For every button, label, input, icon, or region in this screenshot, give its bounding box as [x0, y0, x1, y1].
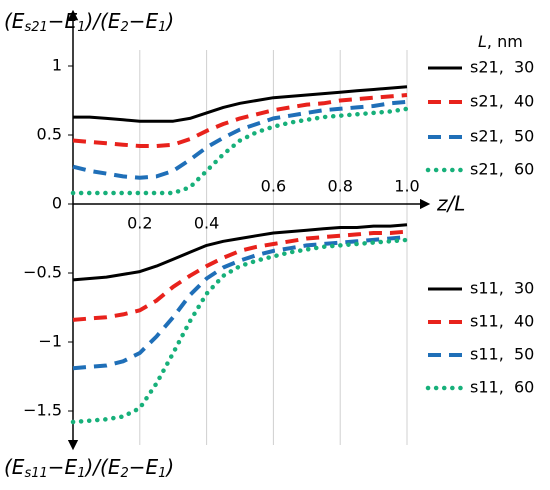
series-line: [73, 85, 408, 123]
x-tick-label: 0.2: [127, 214, 152, 233]
series-line: [70, 106, 410, 196]
series-line: [72, 223, 408, 282]
label-part: ): [164, 9, 174, 33]
label-part: −E: [48, 9, 78, 33]
legend-label: s11, 40: [470, 312, 534, 331]
x-tick-label: 1.0: [394, 177, 419, 196]
legend-label: s11, 60: [470, 378, 534, 397]
legend-label: s21, 30: [470, 58, 534, 77]
label-subscript: 1: [158, 20, 166, 35]
y-tick-label: −1.5: [23, 401, 62, 420]
legend-title-unit: , nm: [487, 32, 523, 51]
label-subscript: 1: [77, 20, 85, 35]
x-tick-label: 0.8: [327, 177, 352, 196]
legend-label: s11, 30: [470, 279, 534, 298]
label-part: (E: [4, 455, 25, 479]
label-part: )/(E: [83, 455, 120, 479]
legend-label: s21, 50: [470, 127, 534, 146]
x-tick-label: 0.6: [261, 177, 286, 196]
y-tick-label: −1: [38, 332, 62, 351]
label-part: (E: [4, 9, 25, 33]
label-subscript: 1: [158, 466, 166, 481]
x-tick-label: 0.4: [194, 214, 219, 233]
label-part: −E: [129, 9, 159, 33]
grid: [139, 50, 408, 445]
label-subscript: s11: [24, 466, 47, 481]
y-label-bottom: (Es11−E1)/(E2−E1): [4, 455, 174, 481]
y-label-top: (Es21−E1)/(E2−E1): [4, 9, 174, 35]
series-line: [70, 237, 410, 425]
series-line: [72, 229, 408, 322]
series-line: [72, 99, 408, 180]
label-part: )/(E: [83, 9, 120, 33]
y-tick-label: 0.5: [37, 125, 62, 144]
y-tick-label: 1: [52, 56, 62, 75]
label-subscript: 2: [120, 20, 128, 35]
series-line: [72, 235, 408, 371]
legend-title-l: L: [478, 32, 487, 51]
y-tick-label: 0: [52, 194, 62, 213]
legend-label: s21, 60: [470, 160, 534, 179]
label-subscript: s21: [24, 20, 47, 35]
label-part: −E: [48, 455, 78, 479]
legend-label: s21, 40: [470, 92, 534, 111]
legend-label: s11, 50: [470, 345, 534, 364]
y-tick-label: −0.5: [23, 263, 62, 282]
series-line: [72, 93, 408, 148]
x-label: z/L: [436, 192, 465, 216]
label-part: −E: [129, 455, 159, 479]
legend-title: L, nm: [478, 32, 523, 51]
label-subscript: 2: [120, 466, 128, 481]
label-part: ): [164, 455, 174, 479]
label-subscript: 1: [77, 466, 85, 481]
